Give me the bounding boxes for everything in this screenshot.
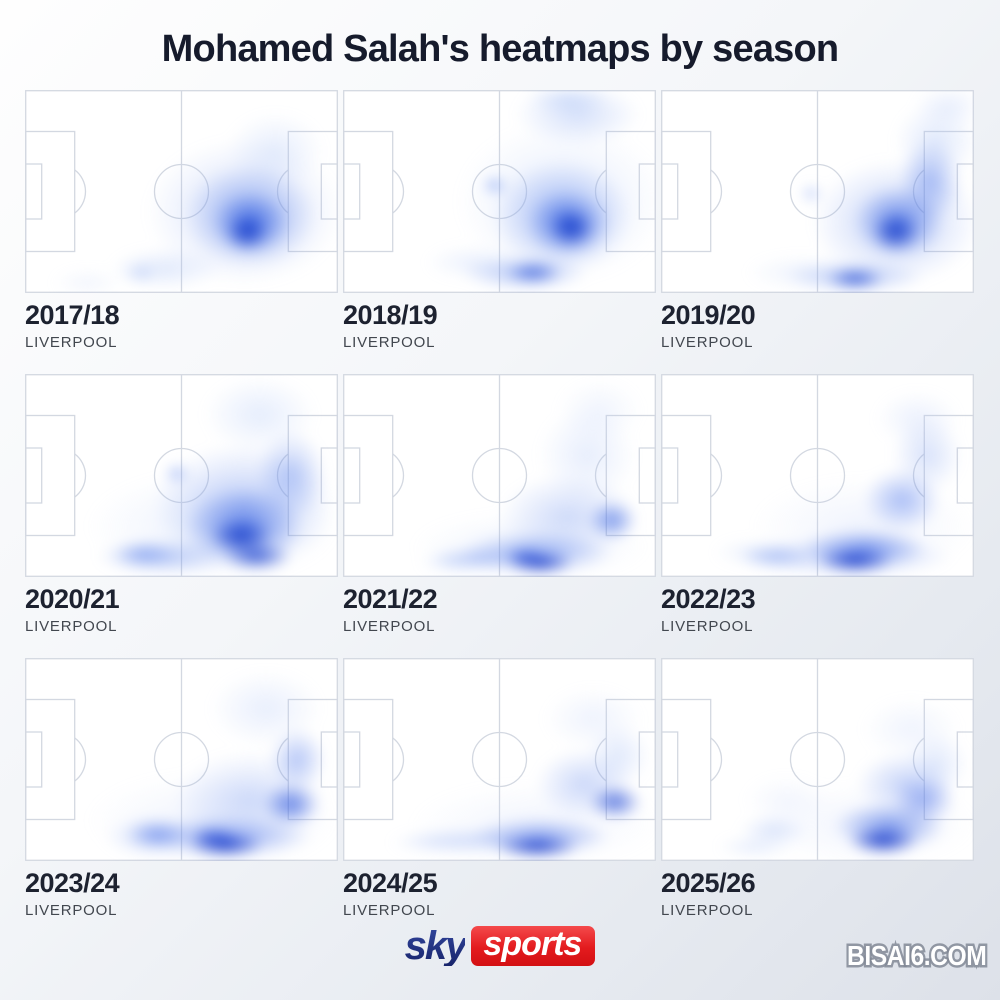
footer: sky sports BISAI6.COM xyxy=(0,926,1000,976)
club-label: LIVERPOOL xyxy=(25,902,118,919)
season-panel: 2021/22 LIVERPOOL xyxy=(343,374,656,637)
season-label: 2018/19 xyxy=(343,300,438,330)
season-panel: 2018/19 LIVERPOOL xyxy=(343,90,656,353)
football-pitch xyxy=(343,90,656,293)
season-panel: 2022/23 LIVERPOOL xyxy=(661,374,974,637)
season-label: 2024/25 xyxy=(343,868,438,898)
sports-logo-badge: sports xyxy=(471,926,596,966)
heatmap-layer xyxy=(661,658,974,861)
season-label: 2020/21 xyxy=(25,584,120,614)
season-label: 2021/22 xyxy=(343,584,438,614)
football-pitch xyxy=(343,658,656,861)
football-pitch xyxy=(25,90,338,293)
football-pitch xyxy=(25,658,338,861)
season-label: 2017/18 xyxy=(25,300,120,330)
heatmap-layer xyxy=(343,90,656,293)
sky-sports-logo: sky sports xyxy=(0,926,1000,966)
club-label: LIVERPOOL xyxy=(343,334,436,351)
season-label: 2022/23 xyxy=(661,584,756,614)
football-pitch xyxy=(661,90,974,293)
heatmap-layer xyxy=(661,374,974,577)
football-pitch xyxy=(661,374,974,577)
season-panel: 2017/18 LIVERPOOL xyxy=(25,90,338,353)
sky-logo-text: sky xyxy=(404,924,468,968)
heatmap-layer xyxy=(25,90,338,293)
club-label: LIVERPOOL xyxy=(661,334,754,351)
season-label: 2023/24 xyxy=(25,868,120,898)
club-label: LIVERPOOL xyxy=(25,618,118,635)
heatmap-layer xyxy=(661,90,974,293)
season-panel: 2020/21 LIVERPOOL xyxy=(25,374,338,637)
heatmap-layer xyxy=(25,658,338,861)
football-pitch xyxy=(343,374,656,577)
season-panel: 2024/25 LIVERPOOL xyxy=(343,658,656,921)
club-label: LIVERPOOL xyxy=(343,902,436,919)
heatmap-layer xyxy=(343,658,656,861)
football-pitch xyxy=(661,658,974,861)
page-title: Mohamed Salah's heatmaps by season xyxy=(161,28,839,70)
club-label: LIVERPOOL xyxy=(661,618,754,635)
heatmap-layer xyxy=(343,374,656,577)
season-label: 2025/26 xyxy=(661,868,756,898)
season-panel: 2019/20 LIVERPOOL xyxy=(661,90,974,353)
club-label: LIVERPOOL xyxy=(343,618,436,635)
season-label: 2019/20 xyxy=(661,300,756,330)
football-pitch xyxy=(25,374,338,577)
heatmap-layer xyxy=(25,374,338,577)
club-label: LIVERPOOL xyxy=(25,334,118,351)
season-panel: 2023/24 LIVERPOOL xyxy=(25,658,338,921)
watermark: BISAI6.COM xyxy=(844,938,988,974)
season-panel: 2025/26 LIVERPOOL xyxy=(661,658,974,921)
heatmap-grid: 2017/18 LIVERPOOL 2018/19 LIVERPOOL xyxy=(25,90,974,921)
club-label: LIVERPOOL xyxy=(661,902,754,919)
